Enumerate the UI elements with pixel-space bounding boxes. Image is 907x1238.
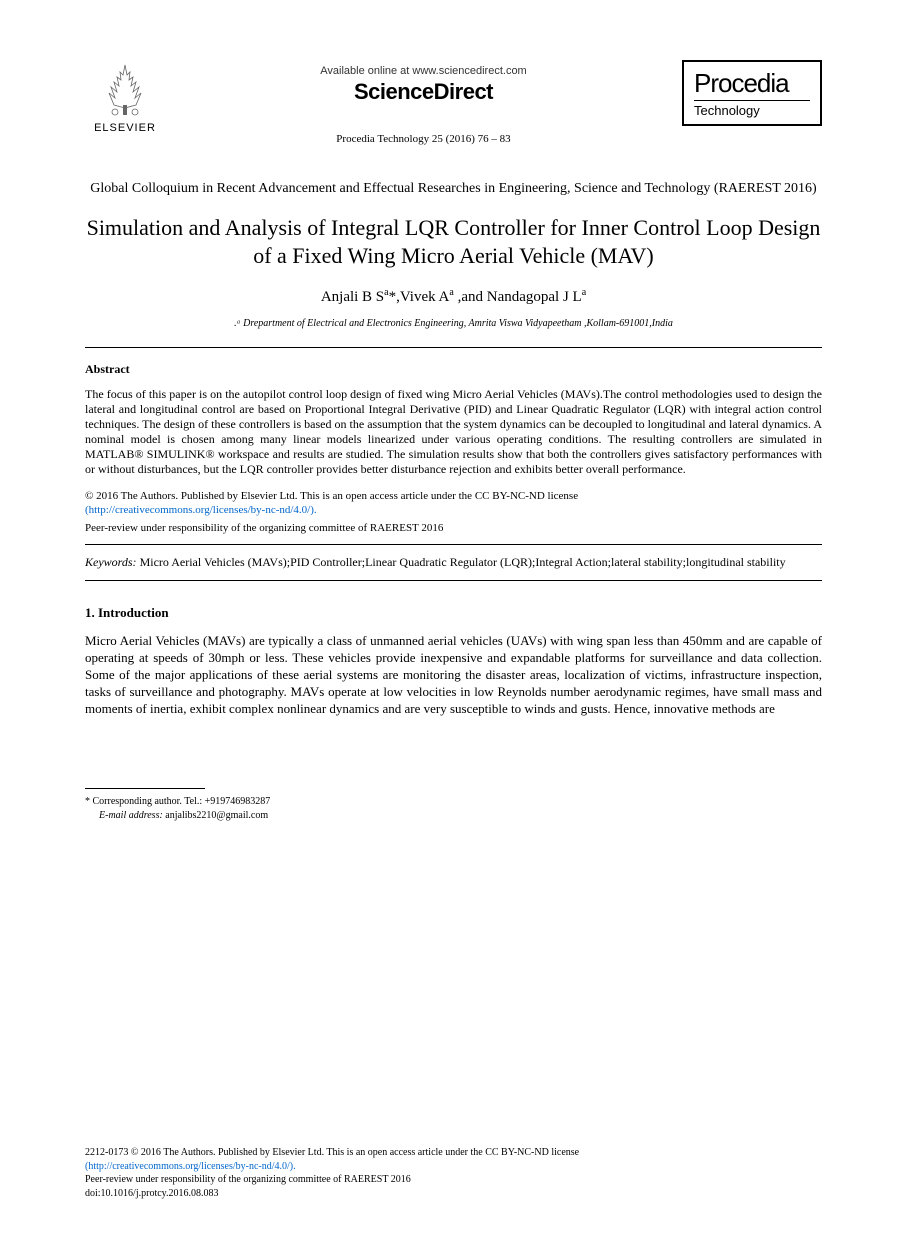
keywords-block: Keywords: Micro Aerial Vehicles (MAVs);P… bbox=[85, 555, 822, 571]
elsevier-tree-icon bbox=[95, 60, 155, 120]
footer-issn: 2212-0173 © 2016 The Authors. Published … bbox=[85, 1147, 579, 1158]
corresponding-author: * Corresponding author. Tel.: +919746983… bbox=[85, 796, 270, 807]
procedia-subtitle: Technology bbox=[694, 100, 810, 118]
intro-heading: 1. Introduction bbox=[85, 605, 822, 621]
abstract-body: The focus of this paper is on the autopi… bbox=[85, 387, 822, 477]
rule-mid1 bbox=[85, 544, 822, 545]
procedia-logo: Procedia Technology bbox=[682, 60, 822, 126]
footer-block: 2212-0173 © 2016 The Authors. Published … bbox=[85, 1146, 822, 1200]
footer-peer: Peer-review under responsibility of the … bbox=[85, 1174, 411, 1185]
license-link[interactable]: (http://creativecommons.org/licenses/by-… bbox=[85, 504, 317, 516]
header-row: ELSEVIER Available online at www.science… bbox=[85, 60, 822, 145]
rule-top bbox=[85, 347, 822, 348]
email-label: E-mail address: bbox=[99, 810, 163, 821]
license-line1: © 2016 The Authors. Published by Elsevie… bbox=[85, 490, 578, 502]
elsevier-logo: ELSEVIER bbox=[85, 60, 165, 134]
abstract-heading: Abstract bbox=[85, 362, 822, 377]
sciencedirect-logo: ScienceDirect bbox=[165, 79, 682, 105]
authors-list: Anjali B Sa*,Vivek Aa ,and Nandagopal J … bbox=[85, 287, 822, 306]
available-online-text: Available online at www.sciencedirect.co… bbox=[165, 65, 682, 77]
footer-doi: doi:10.1016/j.protcy.2016.08.083 bbox=[85, 1188, 219, 1199]
elsevier-label: ELSEVIER bbox=[85, 122, 165, 134]
affiliation-text: .ᵃ Drepartment of Electrical and Electro… bbox=[85, 318, 822, 329]
rule-mid2 bbox=[85, 580, 822, 581]
footnote-block: * Corresponding author. Tel.: +919746983… bbox=[85, 795, 822, 823]
keywords-label: Keywords: bbox=[85, 555, 137, 569]
citation-line: Procedia Technology 25 (2016) 76 – 83 bbox=[165, 133, 682, 145]
email-address: anjalibs2210@gmail.com bbox=[163, 810, 268, 821]
paper-title: Simulation and Analysis of Integral LQR … bbox=[85, 214, 822, 269]
footer-link[interactable]: (http://creativecommons.org/licenses/by-… bbox=[85, 1161, 296, 1172]
center-header: Available online at www.sciencedirect.co… bbox=[165, 60, 682, 145]
peer-review-line: Peer-review under responsibility of the … bbox=[85, 522, 822, 534]
intro-body: Micro Aerial Vehicles (MAVs) are typical… bbox=[85, 633, 822, 717]
procedia-title: Procedia bbox=[694, 70, 810, 96]
conference-name: Global Colloquium in Recent Advancement … bbox=[85, 180, 822, 198]
footnote-rule bbox=[85, 788, 205, 789]
license-block: © 2016 The Authors. Published by Elsevie… bbox=[85, 489, 822, 518]
keywords-body: Micro Aerial Vehicles (MAVs);PID Control… bbox=[137, 555, 786, 569]
